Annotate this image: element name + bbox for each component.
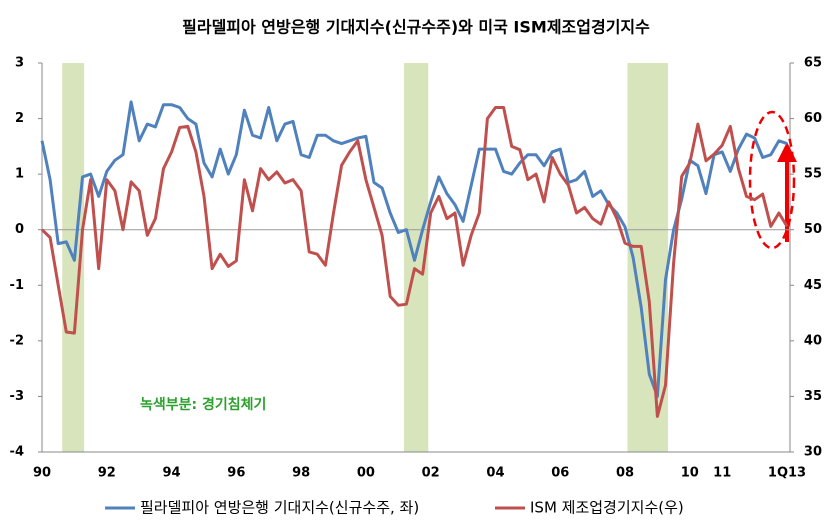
y-tick-label: 2 bbox=[15, 111, 24, 126]
series-line bbox=[40, 106, 789, 418]
y-tick-label: -2 bbox=[10, 333, 24, 348]
x-tick-label: 90 bbox=[33, 466, 51, 481]
highlight-ellipse bbox=[748, 110, 796, 250]
y2-tick-label: 35 bbox=[804, 389, 822, 404]
x-tick-label: 08 bbox=[616, 466, 634, 481]
x-tick-label: 04 bbox=[486, 466, 504, 481]
x-tick-label: 94 bbox=[163, 466, 181, 481]
x-tick-label: 10 bbox=[681, 466, 699, 481]
series-line bbox=[40, 100, 788, 398]
y2-tick-label: 45 bbox=[804, 278, 822, 293]
y-tick-label: 3 bbox=[15, 56, 24, 71]
x-tick-label: 02 bbox=[422, 466, 440, 481]
x-tick-label: 00 bbox=[357, 466, 375, 481]
x-tick-label: 06 bbox=[551, 466, 569, 481]
annotation: 녹색부분: 경기침체기 bbox=[140, 396, 266, 413]
y-tick-label: -3 bbox=[10, 389, 24, 404]
x-tick-label: 11 bbox=[713, 466, 731, 481]
legend-label: 필라델피아 연방은행 기대지수(신규수주, 좌) bbox=[140, 499, 419, 517]
legend-label: ISM 제조업경기지수(우) bbox=[530, 499, 684, 517]
y2-tick-label: 60 bbox=[804, 111, 822, 126]
x-tick-label: 98 bbox=[292, 466, 310, 481]
y-tick-label: -1 bbox=[10, 278, 24, 293]
y-tick-label: 1 bbox=[15, 167, 24, 182]
y2-tick-label: 30 bbox=[804, 445, 822, 460]
y-tick-label: -4 bbox=[10, 445, 24, 460]
y-tick-label: 0 bbox=[15, 222, 24, 237]
chart-title: 필라델피아 연방은행 기대지수(신규수주)와 미국 ISM제조업경기지수 bbox=[182, 18, 650, 37]
x-tick-label: 96 bbox=[227, 466, 245, 481]
arrow-head bbox=[777, 142, 797, 162]
y2-tick-label: 40 bbox=[804, 333, 822, 348]
y2-tick-label: 55 bbox=[804, 167, 822, 182]
y2-tick-label: 65 bbox=[804, 56, 822, 71]
x-tick-label: 92 bbox=[98, 466, 116, 481]
x-tick-label: 1Q13 bbox=[768, 466, 806, 481]
y2-tick-label: 50 bbox=[804, 222, 822, 237]
